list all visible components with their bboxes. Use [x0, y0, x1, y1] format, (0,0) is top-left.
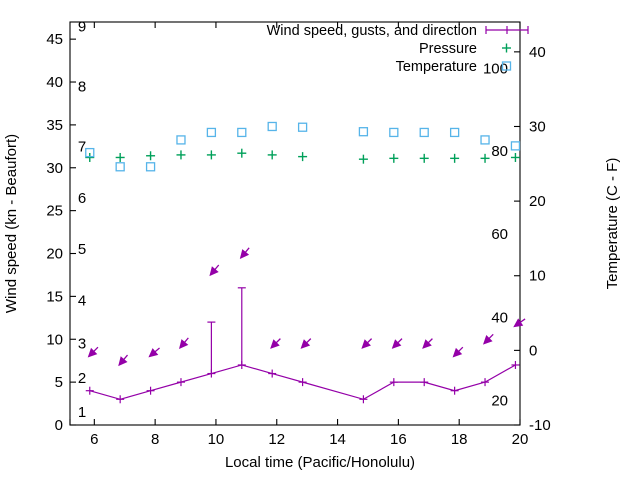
direction-arrow	[179, 337, 189, 349]
beaufort-scale-label: 8	[78, 78, 86, 95]
beaufort-scale-label: 1	[78, 404, 86, 421]
direction-arrow	[513, 318, 526, 328]
temperature-point	[206, 127, 217, 138]
temperature-point	[267, 121, 277, 132]
beaufort-scale-label: 7	[78, 138, 86, 155]
temperature-point	[358, 127, 369, 137]
temperature-point	[176, 135, 186, 145]
fahrenheit-scale-label: 20	[491, 392, 508, 409]
y-tick-label: 5	[55, 374, 63, 391]
legend-label-pressure: Pressure	[419, 41, 477, 57]
direction-arrow	[391, 338, 403, 349]
fahrenheit-scale-label: 40	[491, 310, 508, 327]
y-tick-label: 25	[46, 203, 63, 220]
x-tick-label: 10	[208, 431, 225, 448]
y2-axis-title: Temperature (C - F)	[604, 158, 621, 290]
beaufort-scale-label: 9	[78, 18, 86, 35]
y2-tick-label: 20	[529, 193, 546, 210]
arrow-head	[179, 339, 189, 349]
direction-arrow	[148, 347, 160, 358]
y-tick-label: 0	[55, 417, 63, 434]
direction-arrow	[452, 346, 464, 358]
arrow-head	[209, 266, 219, 277]
arrow-head	[361, 339, 371, 349]
temperature-point	[115, 162, 125, 172]
temperature-point	[145, 162, 156, 172]
direction-arrow	[87, 346, 99, 358]
direction-arrow	[239, 247, 250, 259]
y-tick-label: 15	[46, 288, 63, 305]
x-tick-label: 18	[451, 431, 468, 448]
fahrenheit-scale-label: 100	[483, 60, 508, 77]
x-tick-label: 12	[268, 431, 285, 448]
temperature-point	[510, 141, 521, 151]
temperature-point	[419, 127, 429, 138]
direction-arrow	[118, 354, 129, 367]
fahrenheit-scale-label: 60	[491, 226, 508, 243]
y-tick-label: 10	[46, 331, 63, 348]
fahrenheit-scale-label: 80	[491, 143, 508, 160]
temperature-point	[85, 147, 95, 158]
direction-arrow	[361, 338, 373, 349]
temperature-point	[480, 135, 490, 145]
temperature-point	[237, 127, 247, 138]
y-tick-label: 30	[46, 160, 63, 177]
arrow-head	[482, 334, 493, 345]
direction-arrow	[270, 338, 281, 349]
arrow-head	[391, 339, 402, 349]
legend-label-wind: Wind speed, gusts, and direction	[267, 23, 477, 39]
x-tick-label: 8	[151, 431, 159, 448]
direction-arrow	[300, 338, 312, 349]
legend	[485, 26, 529, 71]
y-tick-label: 20	[46, 246, 63, 263]
y2-tick-label: -10	[529, 417, 551, 434]
x-tick-label: 6	[90, 431, 98, 448]
x-tick-label: 16	[390, 431, 407, 448]
arrow-head	[452, 347, 463, 358]
direction-arrow	[422, 338, 433, 349]
beaufort-scale-label: 6	[78, 190, 86, 207]
legend-marker-temperature	[501, 61, 512, 71]
y2-tick-label: 10	[529, 268, 546, 285]
direction-arrow	[482, 333, 494, 345]
temperature-point	[389, 127, 399, 138]
x-tick-label: 20	[512, 431, 529, 448]
y-axis-title: Wind speed (kn - Beaufort)	[3, 134, 20, 313]
x-axis-title: Local time (Pacific/Honolulu)	[225, 454, 415, 471]
beaufort-scale-label: 5	[78, 241, 86, 258]
beaufort-scale-label: 4	[78, 293, 86, 310]
plot-border	[69, 21, 521, 426]
arrow-head	[148, 348, 159, 358]
y2-tick-label: 0	[529, 342, 537, 359]
y2-tick-label: 40	[529, 44, 546, 61]
y-tick-label: 35	[46, 117, 63, 134]
y2-tick-label: 30	[529, 118, 546, 135]
legend-label-temperature: Temperature	[396, 59, 477, 75]
direction-arrow	[209, 264, 220, 277]
temperature-series	[85, 121, 521, 172]
x-tick-label: 14	[329, 431, 346, 448]
y-tick-label: 40	[46, 74, 63, 91]
arrow-head	[87, 347, 98, 358]
arrow-head	[300, 339, 311, 349]
arrow-head	[270, 339, 280, 349]
arrow-head	[118, 356, 128, 367]
temperature-point	[297, 122, 308, 132]
wind-direction-arrows	[87, 247, 526, 367]
wind-speed-line	[89, 364, 516, 400]
arrow-head	[239, 249, 250, 259]
beaufort-scale-label: 2	[78, 370, 86, 387]
pressure-series	[85, 148, 520, 164]
beaufort-scale-label: 3	[78, 336, 86, 353]
arrow-head	[422, 339, 432, 349]
wind-series	[85, 287, 520, 404]
y-tick-label: 45	[46, 31, 63, 48]
arrow-head	[513, 318, 524, 328]
temperature-point	[449, 127, 460, 138]
